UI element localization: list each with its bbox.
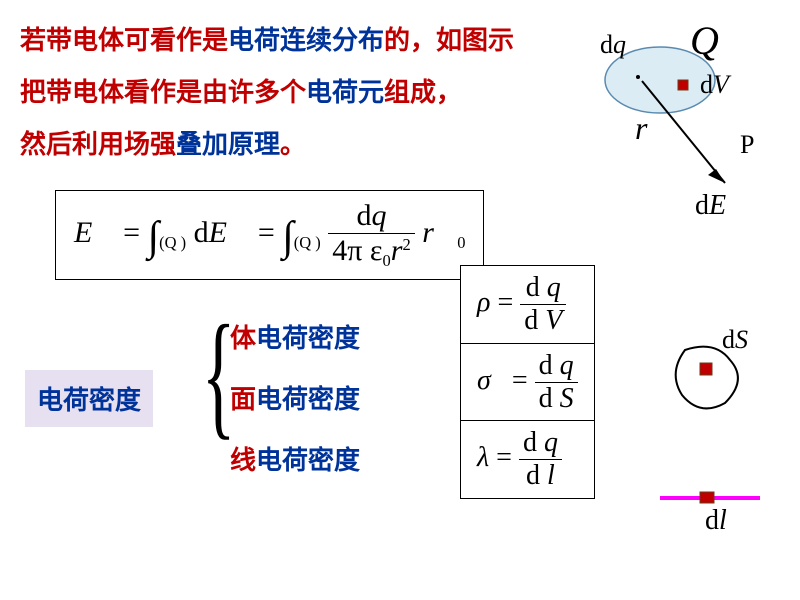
density-label: 电荷密度	[25, 370, 153, 427]
lambda-den: d l	[519, 460, 562, 492]
surf-b: 电荷密度	[256, 385, 360, 414]
dl-diagram: dl	[655, 490, 765, 515]
intro-l3a: 然后利用场强	[20, 130, 176, 159]
intro-l1b: 电荷连续分布	[228, 26, 384, 55]
lambda-num: d q	[519, 427, 562, 460]
intro-l3c: 。	[280, 130, 306, 159]
lambda-sym: λ	[477, 442, 489, 473]
int1: ∫	[148, 214, 160, 260]
intro-l1a: 若带电体可看作是	[20, 26, 228, 55]
vol-b: 电荷密度	[256, 324, 360, 353]
eq1: =	[123, 216, 147, 249]
den-2: 2	[402, 235, 410, 254]
line-a: 线	[230, 446, 256, 475]
den-a: 4π ε	[332, 234, 382, 267]
dV-label: dV	[700, 70, 729, 100]
rho-eq: =	[497, 287, 520, 318]
rho-num: d q	[520, 272, 566, 305]
vol-a: 体	[230, 324, 256, 353]
int1-sub: (Q )	[159, 233, 186, 252]
surf-a: 面	[230, 385, 256, 414]
intro-paragraph: 若带电体可看作是电荷连续分布的，如图示 把带电体看作是由许多个电荷元组成， 然后…	[20, 15, 540, 171]
rho-sym: ρ	[477, 287, 490, 318]
rho-box: ρ = d qd V	[460, 265, 595, 344]
dq-label: dq	[600, 30, 626, 60]
intro-l3b: 叠加原理	[176, 130, 280, 159]
intro-l2c: 组成，	[384, 78, 462, 107]
density-formulas: ρ = d qd V σ = d qd S λ = d qd l	[460, 265, 595, 498]
int2-sub: (Q )	[294, 233, 321, 252]
r0-sub: 0	[457, 233, 465, 252]
sigma-sym: σ	[477, 364, 491, 395]
rho-den: d V	[520, 305, 566, 337]
lambda-box: λ = d qd l	[460, 420, 595, 499]
line-b: 电荷密度	[256, 446, 360, 475]
dS-diagram: dS	[660, 335, 760, 430]
intro-l2a: 把带电体看作是由许多个	[20, 78, 306, 107]
intro-l2b: 电荷元	[306, 78, 384, 107]
main-formula-box: E⃗ = ∫(Q ) dE⃗ = ∫(Q ) dq 4π ε0r2 r⃗0	[55, 190, 484, 280]
r-vec-label: r⃗	[635, 110, 672, 147]
int2: ∫	[282, 214, 294, 260]
den-r: r	[391, 234, 403, 267]
den-0: 0	[383, 251, 391, 270]
E-vec: E⃗	[74, 216, 116, 249]
sigma-num: d q	[535, 350, 578, 383]
lambda-eq: =	[496, 442, 519, 473]
dE-label: dE⃗	[695, 190, 748, 222]
P-label: P	[740, 130, 754, 160]
sigma-box: σ = d qd S	[460, 343, 595, 422]
intro-l1c: 的，如图示	[384, 26, 514, 55]
Q-label: Q	[690, 17, 719, 64]
sigma-eq: =	[512, 364, 535, 395]
diagram-charge-element: dq Q dV r⃗ P dE⃗	[560, 25, 770, 225]
density-list: 体电荷密度 面电荷密度 线电荷密度	[230, 318, 360, 501]
r0-vec: r⃗	[422, 216, 457, 249]
dE-vec: E⃗	[209, 216, 251, 249]
sigma-den: d S	[535, 383, 578, 415]
eq2: =	[258, 216, 282, 249]
